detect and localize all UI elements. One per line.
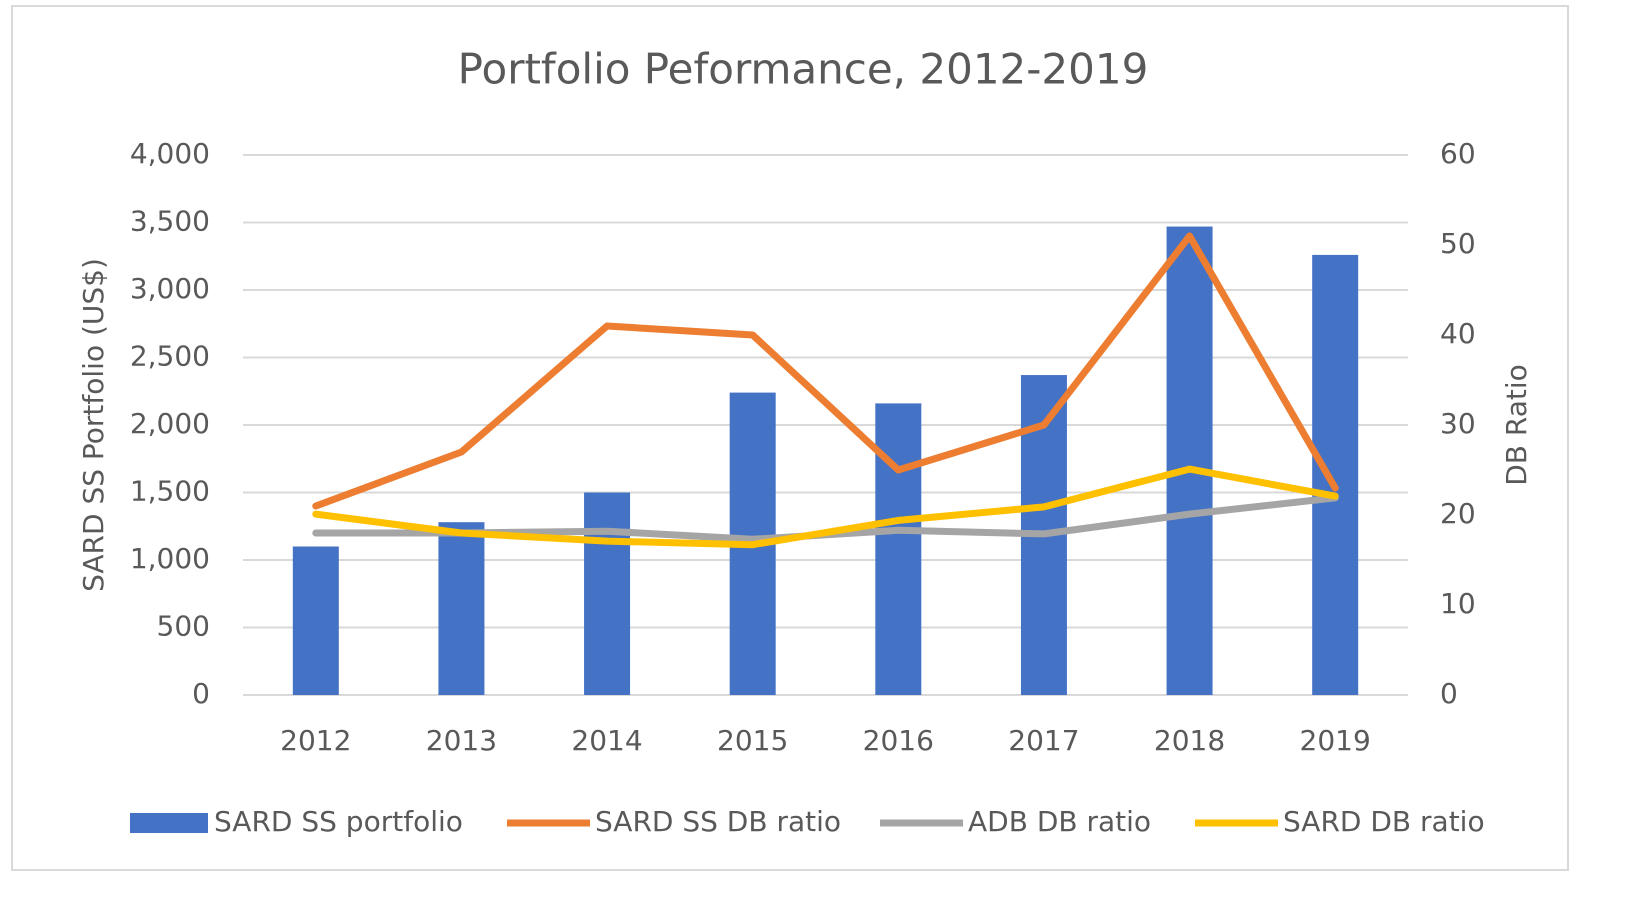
legend-label: SARD DB ratio xyxy=(1283,805,1485,838)
legend-label: SARD SS DB ratio xyxy=(595,805,841,838)
line xyxy=(312,232,1339,510)
y2-tick-label: 10 xyxy=(1440,587,1476,620)
y-tick-label: 2,500 xyxy=(130,340,210,373)
bar xyxy=(1166,226,1213,696)
x-tick-label: 2019 xyxy=(1300,724,1371,757)
x-tick-label: 2018 xyxy=(1154,724,1225,757)
line xyxy=(312,465,1339,549)
y-tick-label: 1,000 xyxy=(130,542,210,575)
x-tick-label: 2013 xyxy=(426,724,497,757)
y-tick-label: 4,000 xyxy=(130,137,210,170)
y-tick-label: 3,000 xyxy=(130,272,210,305)
y2-tick-label: 0 xyxy=(1440,677,1458,710)
y2-tick-label: 30 xyxy=(1440,407,1476,440)
y-tick-label: 1,500 xyxy=(130,475,210,508)
x-tick-label: 2014 xyxy=(571,724,642,757)
bar xyxy=(1312,254,1359,695)
y-axis-label: SARD SS Portfolio (US$) xyxy=(77,258,110,592)
y2-tick-label: 20 xyxy=(1440,497,1476,530)
y-tick-label: 500 xyxy=(157,610,210,643)
bar xyxy=(584,492,631,695)
x-tick-label: 2012 xyxy=(280,724,351,757)
y2-tick-label: 40 xyxy=(1440,317,1476,350)
y-tick-label: 3,500 xyxy=(130,205,210,238)
legend-swatch xyxy=(130,813,208,833)
y2-tick-label: 50 xyxy=(1440,227,1476,260)
y-tick-label: 2,000 xyxy=(130,407,210,440)
y2-axis-label: DB Ratio xyxy=(1500,364,1533,486)
legend-label: ADB DB ratio xyxy=(968,805,1151,838)
x-tick-label: 2016 xyxy=(863,724,934,757)
y2-tick-label: 60 xyxy=(1440,137,1476,170)
x-tick-label: 2017 xyxy=(1008,724,1079,757)
y-tick-label: 0 xyxy=(192,677,210,710)
x-tick-label: 2015 xyxy=(717,724,788,757)
bar xyxy=(875,403,922,695)
bar xyxy=(292,546,339,695)
chart-title: Portfolio Peformance, 2012-2019 xyxy=(458,45,1149,94)
legend-label: SARD SS portfolio xyxy=(214,805,463,838)
bar xyxy=(438,522,485,695)
